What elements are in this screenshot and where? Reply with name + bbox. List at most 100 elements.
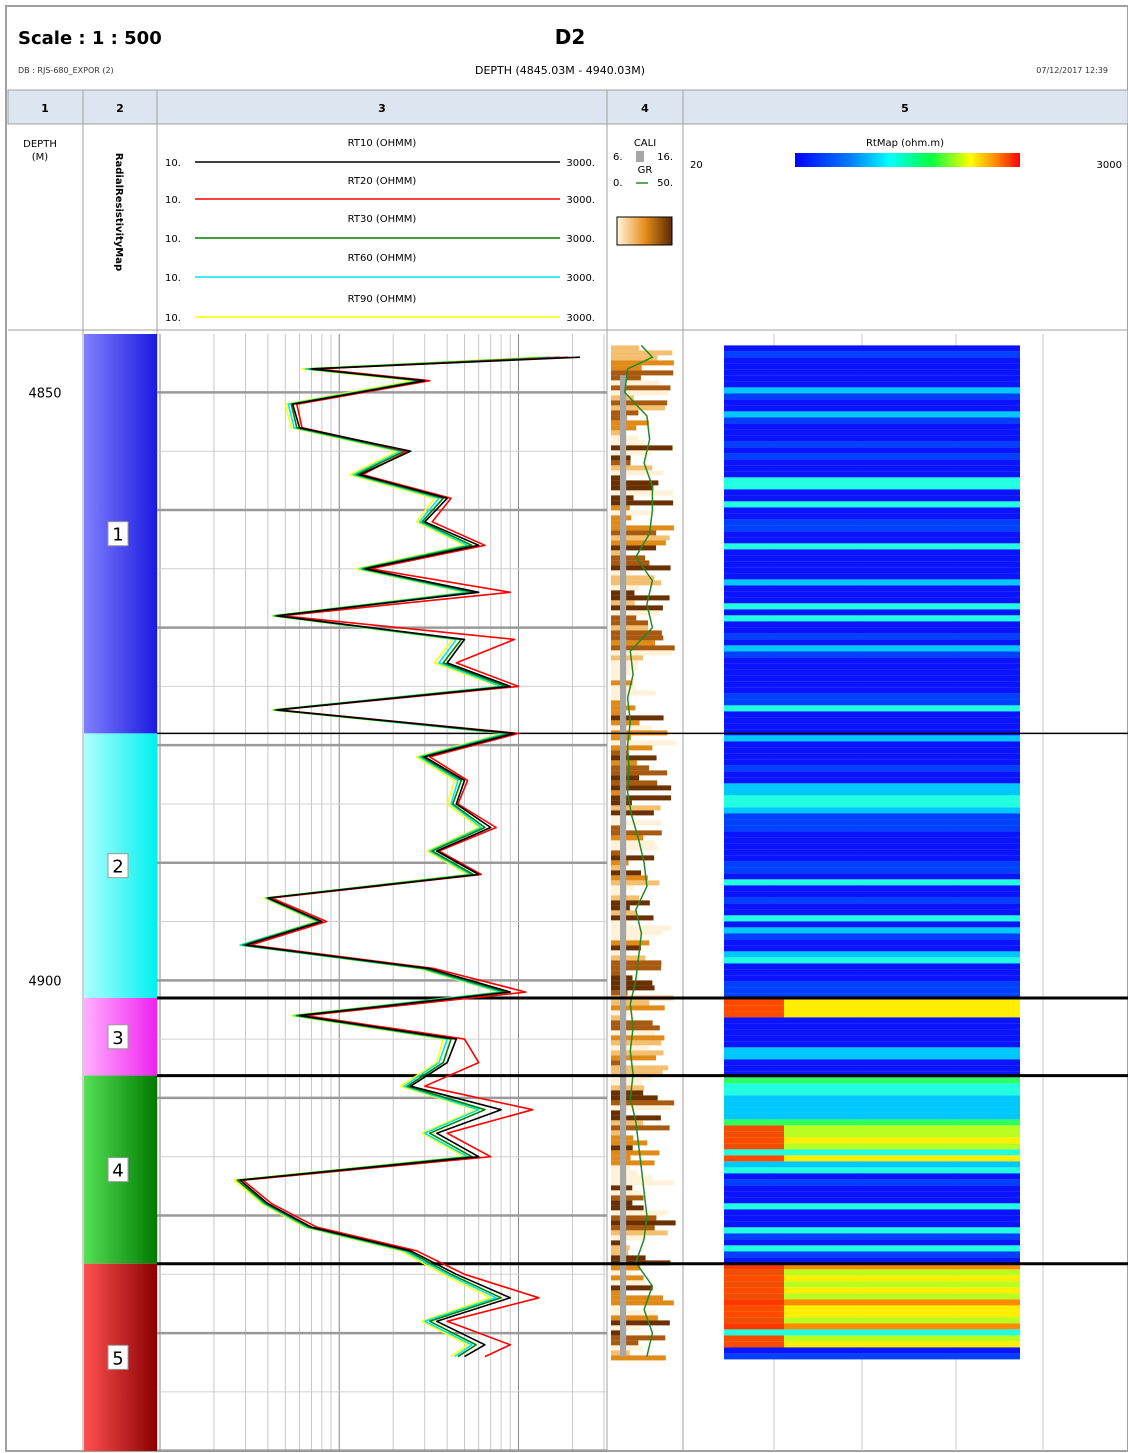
gr-curve [624, 344, 654, 1357]
lithology-fill [611, 930, 663, 936]
rtmap-stripe [724, 579, 1020, 586]
rtmap-stripe [724, 759, 1020, 766]
lithology-fill [611, 1335, 666, 1341]
lithology-fill [611, 1220, 676, 1226]
lithology-fill [611, 1205, 644, 1211]
rtmap-stripe [724, 753, 1020, 760]
rtmap-stripe [724, 573, 1020, 580]
lithology-fill [611, 530, 657, 536]
lithology-fill [611, 1100, 675, 1106]
depth-header-unit: (M) [32, 152, 49, 163]
rtmap-stripe [724, 1143, 1020, 1150]
lithology-fill [611, 475, 625, 481]
lithology-fill [611, 915, 654, 921]
lithology-fill [611, 1190, 642, 1196]
zone-track-title: RadialResistivityMap [113, 153, 124, 271]
rtmap-stripe [724, 1137, 1020, 1144]
lithology-fill [611, 1225, 655, 1231]
lithology-fill [611, 400, 668, 406]
rtmap-stripe [724, 507, 1020, 514]
rtmap-stripe [724, 1023, 1020, 1030]
svg-text:50.: 50. [657, 178, 673, 189]
db-label: DB : RJS-680_EXPOR (2) [18, 66, 114, 75]
lithology-fill [611, 1250, 629, 1256]
rtmap-stripe [724, 729, 1020, 736]
zone-label-box [107, 853, 129, 879]
lithology-fill [611, 840, 655, 846]
curve-legend-rt90: RT90 (OHMM) 10. 3000. [165, 294, 595, 324]
rtmap-stripe [724, 1227, 1020, 1234]
rtmap-stripe [724, 1047, 1020, 1054]
lithology-fill [611, 625, 649, 631]
lithology-fill [611, 1290, 623, 1296]
lithology-fill [611, 1330, 623, 1336]
lithology-fill [611, 450, 652, 456]
lithology-fill [611, 795, 672, 801]
zone-label: 1 [112, 525, 123, 546]
lithology-fill [611, 1085, 645, 1091]
rtmap-stripe [724, 1293, 1020, 1300]
lithology-fill [611, 1215, 657, 1221]
track-number: 5 [901, 102, 909, 115]
svg-text:RT90 (OHMM): RT90 (OHMM) [348, 294, 417, 305]
svg-text:RT30 (OHMM): RT30 (OHMM) [348, 214, 417, 225]
rtmap-stripe [724, 591, 1020, 598]
rtmap-stripe [724, 879, 1020, 886]
curve-rt30 [236, 356, 560, 1358]
rtmap-stripe [724, 627, 1020, 634]
rtmap-stripe [724, 441, 1020, 448]
depth-axis: 4850 4900 [28, 386, 61, 989]
rtmap-stripe [724, 777, 1020, 784]
lithology-fill [611, 525, 674, 531]
rtmap-stripe [724, 981, 1020, 988]
lithology-fill [611, 535, 670, 541]
rtmap-stripe [724, 669, 1020, 676]
lithology-fill [611, 820, 662, 826]
rtmap-stripe [724, 747, 1020, 754]
rtmap-color-bar [795, 153, 1020, 167]
rtmap-stripe [724, 1215, 1020, 1222]
resistivity-curves [233, 356, 580, 1358]
lithology-fill [611, 790, 623, 796]
rtmap-stripe [724, 555, 1020, 562]
rtmap-stripe [724, 1245, 1020, 1252]
lithology-fill [611, 850, 625, 856]
rtmap-legend-min: 20 [690, 160, 703, 171]
rtmap-stripe [724, 993, 1020, 1000]
rtmap-stripe [724, 351, 1020, 358]
rtmap-stripe [724, 987, 1020, 994]
lithology-fill [611, 740, 676, 746]
rtmap-stripe [724, 735, 1020, 742]
lithology-fill [611, 780, 658, 786]
rtmap-stripe [724, 921, 1020, 928]
rtmap-stripe [724, 621, 1020, 628]
lithology-fill [611, 690, 656, 696]
svg-text:16.: 16. [657, 152, 673, 163]
svg-text:3000.: 3000. [566, 234, 595, 245]
lithology-fill [611, 950, 627, 956]
lithology-fill [611, 750, 629, 756]
rtmap-stripe [724, 999, 1020, 1006]
lithology-fill [611, 560, 650, 566]
lithology-fill [611, 980, 653, 986]
lithology-fill [611, 900, 650, 906]
lithology-fill [611, 1160, 655, 1166]
lithology-fill [611, 415, 627, 421]
curve-rt90 [233, 356, 539, 1358]
svg-text:10.: 10. [165, 313, 181, 324]
cali-curve-fill [619, 375, 627, 1357]
rtmap-stripe [724, 1299, 1020, 1306]
lithology-fill [611, 445, 673, 451]
rtmap-stripe [724, 1149, 1020, 1156]
lithology-fill [611, 540, 666, 546]
rtmap-hotspot [724, 1275, 784, 1282]
rtmap-stripe [724, 1269, 1020, 1276]
lithology-fill [611, 1105, 671, 1111]
rtmap-stripe [724, 1197, 1020, 1204]
rtmap-stripe [724, 1287, 1020, 1294]
rtmap-stripe [724, 345, 1020, 352]
rtmap-hotspot [724, 1005, 784, 1012]
lithology-fill [611, 1285, 653, 1291]
